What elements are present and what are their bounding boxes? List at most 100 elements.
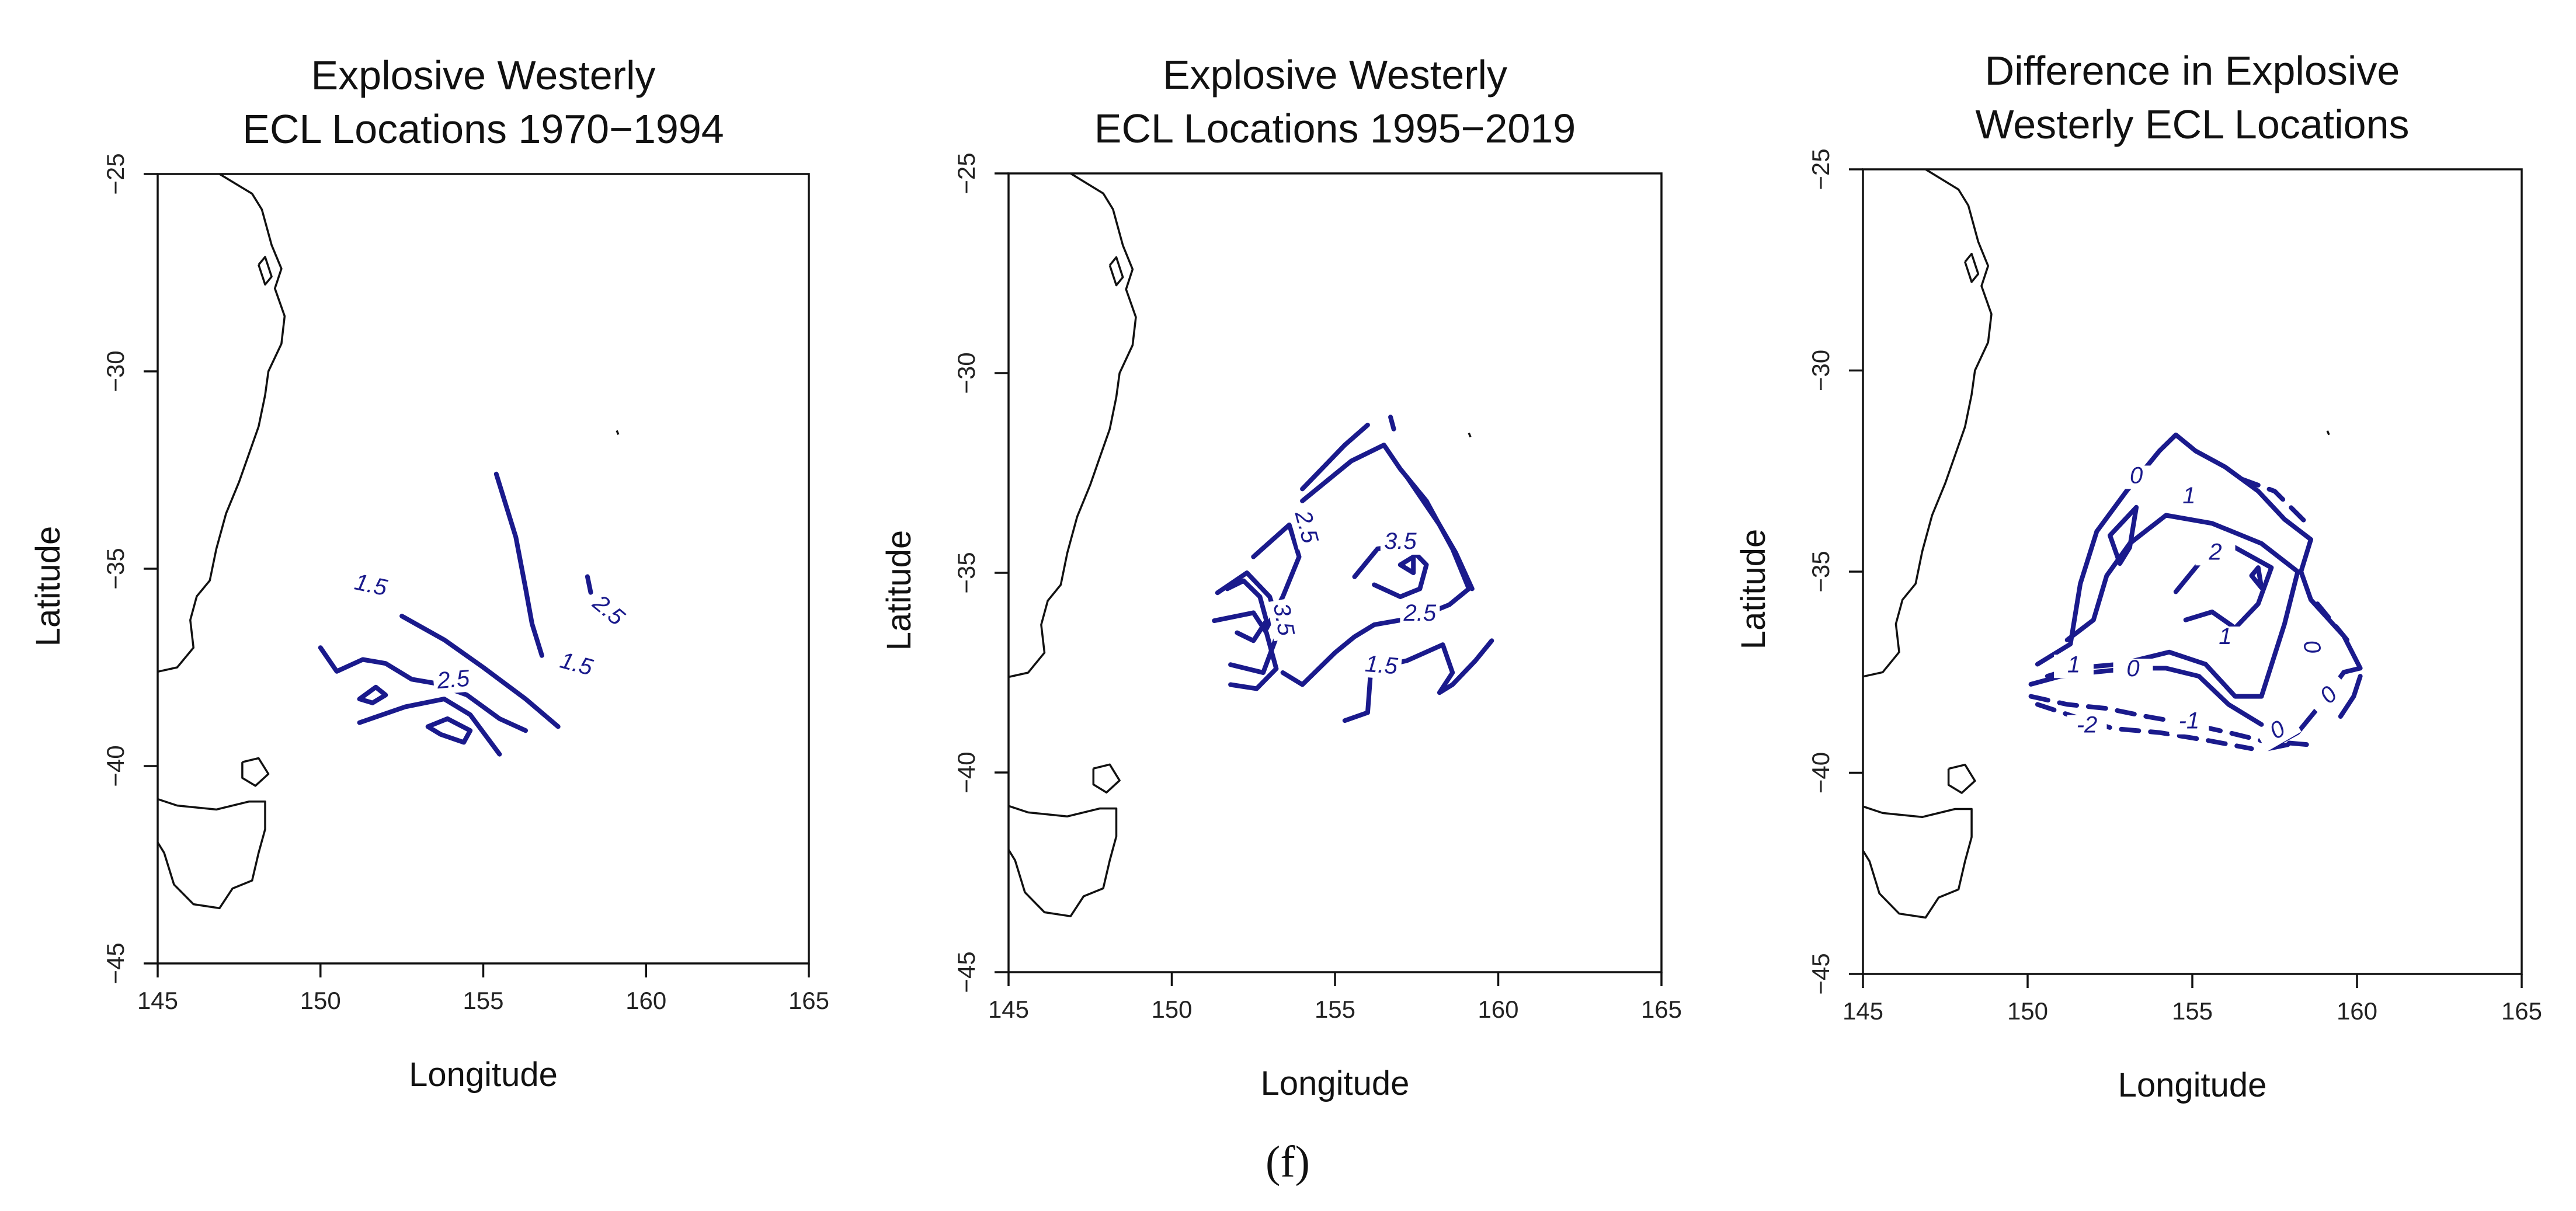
chart-title-line-1: Explosive Westerly [311, 53, 655, 98]
contour-label: 2.5 [436, 665, 471, 694]
coastline-segment [989, 693, 999, 708]
contour-label-bg [585, 590, 631, 634]
contour-label: 3.5 [1384, 528, 1417, 554]
contour-label: -1 [2179, 708, 2200, 734]
contour-label-bg [1267, 598, 1297, 642]
contour-line-level-1_5 [493, 471, 544, 658]
x-tick-label: 145 [137, 987, 178, 1014]
coastline-segment [1468, 432, 1472, 438]
contour-line-level-3_5 [1397, 554, 1416, 575]
contour-label-bg [2116, 465, 2157, 489]
x-axis-label: Longitude [409, 1056, 558, 1094]
coastline-segment [616, 430, 620, 435]
contour-label: 2 [2208, 539, 2222, 565]
contour-label-bg [2169, 711, 2209, 735]
coastline-segment [1843, 693, 1853, 709]
coastline-segment [258, 256, 273, 286]
contour-line-level-1_5 [399, 614, 561, 729]
contour-label-bg [554, 649, 599, 683]
coastline-segment [1863, 169, 1993, 678]
contour-line-level-3 [2249, 565, 2264, 590]
coastline [1843, 169, 2330, 919]
contour-line-level-1_5 [318, 645, 528, 733]
x-tick-label: 165 [788, 987, 829, 1014]
contour-line-level-3_5 [1225, 578, 1269, 643]
chart-title-line-2: ECL Locations 1970−1994 [242, 106, 724, 152]
contour-label-bg [1400, 603, 1440, 627]
x-axis-label: Longitude [1261, 1064, 1410, 1102]
x-tick-label: 150 [2007, 997, 2048, 1025]
contour-label-bg [2053, 655, 2094, 678]
x-tick-label: 160 [1478, 996, 1518, 1023]
x-tick-label: 150 [1151, 996, 1192, 1023]
contour-label: 0 [2126, 656, 2139, 681]
x-tick-label: 165 [2501, 997, 2542, 1025]
chart-title-line-2: ECL Locations 1995−2019 [1094, 106, 1576, 151]
x-tick-label: 155 [1315, 996, 1355, 1023]
coastline-segment [158, 798, 266, 910]
contour-label-bg [1288, 505, 1322, 550]
x-tick-label: 155 [463, 987, 503, 1014]
contour-label: -2 [2077, 712, 2098, 738]
y-tick-label: −40 [102, 745, 129, 787]
x-tick-label: 155 [2172, 997, 2213, 1025]
coastline-segment [1947, 763, 1976, 794]
y-tick-label: −35 [952, 552, 980, 593]
contour-line-level-1 [2108, 504, 2139, 566]
contour-line-level-3_5 [1352, 542, 1429, 599]
y-tick-label: −40 [1807, 752, 1834, 794]
contour-label-bg [2307, 674, 2352, 719]
coastline-segment [1964, 252, 1980, 283]
contour-label-bg [349, 571, 392, 603]
chart-title-line-1: Explosive Westerly [1163, 52, 1507, 98]
chart-title-line-1: Difference in Explosive [1985, 48, 2400, 93]
panel-1: Explosive Westerly ECL Locations 1970−199… [29, 53, 829, 1094]
chart-title-line-2: Westerly ECL Locations [1975, 102, 2409, 147]
contour-label-bg [2169, 485, 2209, 509]
y-axis-label: Latitude [880, 530, 918, 650]
contour-line-level-3_5 [425, 716, 473, 745]
contour-label-bg [2295, 625, 2325, 669]
y-tick-label: −30 [1807, 350, 1834, 391]
contour-line-level-2_5 [585, 574, 593, 595]
contour-lines [318, 471, 593, 757]
x-tick-label: 150 [300, 987, 341, 1014]
contour-label: 3.5 [1268, 601, 1299, 638]
y-axis-label: Latitude [1734, 529, 1772, 649]
x-tick-label: 160 [2337, 997, 2377, 1025]
x-tick-label: 145 [988, 996, 1029, 1023]
contour-label-bg [432, 667, 475, 695]
y-tick-label: −40 [952, 751, 980, 793]
x-tick-label: 160 [625, 987, 666, 1014]
panel-3: Difference in Explosive Westerly ECL Loca… [1734, 48, 2542, 1104]
contour-line-level-1_5 [1405, 474, 1475, 591]
coastline [138, 174, 620, 910]
y-tick-label: −45 [952, 951, 980, 993]
contour-line-level-2_5 [357, 697, 502, 757]
y-tick-label: −25 [952, 152, 980, 194]
plot-frame [1007, 172, 1663, 973]
figure-caption: (f) [1266, 1137, 1310, 1186]
contour-label: 1.5 [557, 648, 596, 681]
y-axis-label: Latitude [29, 526, 67, 646]
contour-label: 1 [2219, 624, 2231, 649]
coastline-segment [138, 687, 148, 703]
contour-label: 1.5 [352, 569, 390, 601]
contour-label-bg [2113, 659, 2153, 683]
contour-line-level-2_5 [357, 684, 388, 705]
y-tick-label: −35 [102, 548, 129, 589]
coastline-segment [158, 174, 286, 673]
contour-line-level-neg1 [2315, 601, 2350, 643]
y-tick-label: −30 [952, 352, 980, 394]
contour-label-bg [1360, 653, 1402, 680]
panel-2: Explosive Westerly ECL Locations 1995−201… [880, 52, 1682, 1102]
contour-label-bg [2195, 542, 2236, 566]
contour-label: 1.5 [1364, 651, 1399, 680]
coastline-segment [1108, 256, 1124, 287]
coastline [989, 173, 1472, 917]
coastline-segment [241, 757, 270, 787]
contour-line-level-2_5 [1280, 443, 1472, 687]
x-tick-label: 145 [1843, 997, 1883, 1025]
y-tick-label: −25 [102, 153, 129, 194]
coastline-segment [1009, 173, 1137, 678]
